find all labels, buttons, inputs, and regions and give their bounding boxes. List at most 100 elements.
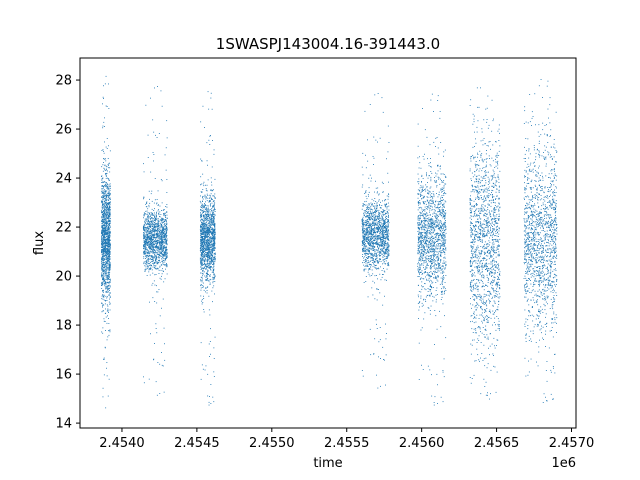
data-point [207, 274, 209, 275]
data-point [103, 256, 105, 258]
data-point [107, 233, 109, 235]
data-point [107, 296, 108, 298]
data-point [164, 233, 166, 235]
data-point [149, 226, 151, 228]
data-point [102, 270, 104, 272]
data-point [103, 269, 105, 271]
data-point [109, 288, 110, 289]
data-point [200, 280, 202, 282]
data-point [382, 247, 384, 249]
data-point [105, 300, 106, 302]
data-point [103, 158, 104, 160]
data-point [158, 235, 159, 237]
data-point [104, 239, 106, 241]
data-point [103, 121, 105, 123]
data-point [212, 140, 213, 141]
data-point [153, 228, 155, 229]
data-point [154, 267, 155, 268]
data-point [165, 255, 167, 257]
data-point [101, 241, 103, 243]
data-point [201, 254, 203, 256]
data-point [145, 206, 147, 208]
data-point [211, 108, 213, 110]
data-point [109, 250, 111, 252]
data-point [151, 220, 153, 222]
data-point [209, 204, 211, 206]
data-point [166, 137, 168, 139]
data-point [155, 259, 157, 261]
data-point [381, 250, 382, 252]
data-point [102, 220, 104, 222]
data-point [201, 364, 203, 366]
data-point [147, 237, 149, 239]
data-point [108, 203, 110, 205]
data-point [206, 221, 207, 223]
data-point [104, 227, 106, 229]
data-point [370, 241, 372, 243]
data-point [209, 209, 211, 210]
data-point [101, 242, 103, 244]
data-point [153, 235, 155, 236]
data-point [213, 149, 215, 151]
data-point [374, 236, 376, 238]
data-point [104, 249, 106, 251]
data-point [212, 261, 214, 263]
data-point [387, 212, 389, 214]
data-point [388, 215, 389, 216]
data-point [156, 224, 158, 226]
data-point [162, 250, 164, 252]
data-point [105, 198, 107, 200]
data-point [367, 271, 369, 273]
data-point [373, 353, 375, 355]
data-point [370, 202, 372, 204]
data-point [209, 196, 211, 198]
data-point [148, 236, 150, 237]
data-point [104, 210, 106, 211]
data-point [143, 263, 145, 265]
data-point [206, 207, 208, 209]
data-point [101, 201, 102, 203]
data-point [374, 214, 376, 216]
data-point [212, 396, 214, 398]
data-point [105, 270, 107, 272]
data-point [104, 170, 106, 171]
data-point [367, 260, 369, 261]
data-point [103, 271, 105, 272]
data-point [102, 291, 104, 293]
data-point [104, 219, 106, 220]
data-point [208, 249, 210, 250]
data-point [155, 258, 157, 259]
data-point [158, 241, 160, 243]
data-point [107, 249, 108, 251]
data-point [102, 264, 103, 266]
data-point [101, 265, 102, 267]
data-point [149, 198, 150, 200]
data-point [214, 278, 215, 280]
data-point [104, 225, 106, 227]
data-point [105, 270, 107, 272]
data-point [109, 193, 111, 195]
data-point [154, 230, 156, 232]
data-point [161, 231, 163, 232]
data-point [207, 252, 208, 253]
data-point [148, 262, 150, 264]
data-point [105, 252, 106, 253]
data-point [207, 265, 209, 266]
data-point [206, 245, 208, 247]
data-point [143, 233, 145, 235]
data-point [381, 97, 383, 99]
data-point [206, 266, 208, 267]
data-point [362, 256, 363, 257]
data-point [210, 97, 212, 99]
data-point [101, 200, 103, 202]
data-point [102, 203, 103, 205]
data-point [109, 279, 111, 280]
data-point [104, 230, 106, 232]
data-point [203, 311, 205, 313]
data-point [155, 242, 157, 244]
chart-title: 1SWASPJ143004.16-391443.0 [216, 35, 440, 53]
data-point [102, 197, 104, 199]
data-point [202, 238, 204, 240]
data-point [108, 239, 110, 241]
data-point [157, 86, 158, 87]
